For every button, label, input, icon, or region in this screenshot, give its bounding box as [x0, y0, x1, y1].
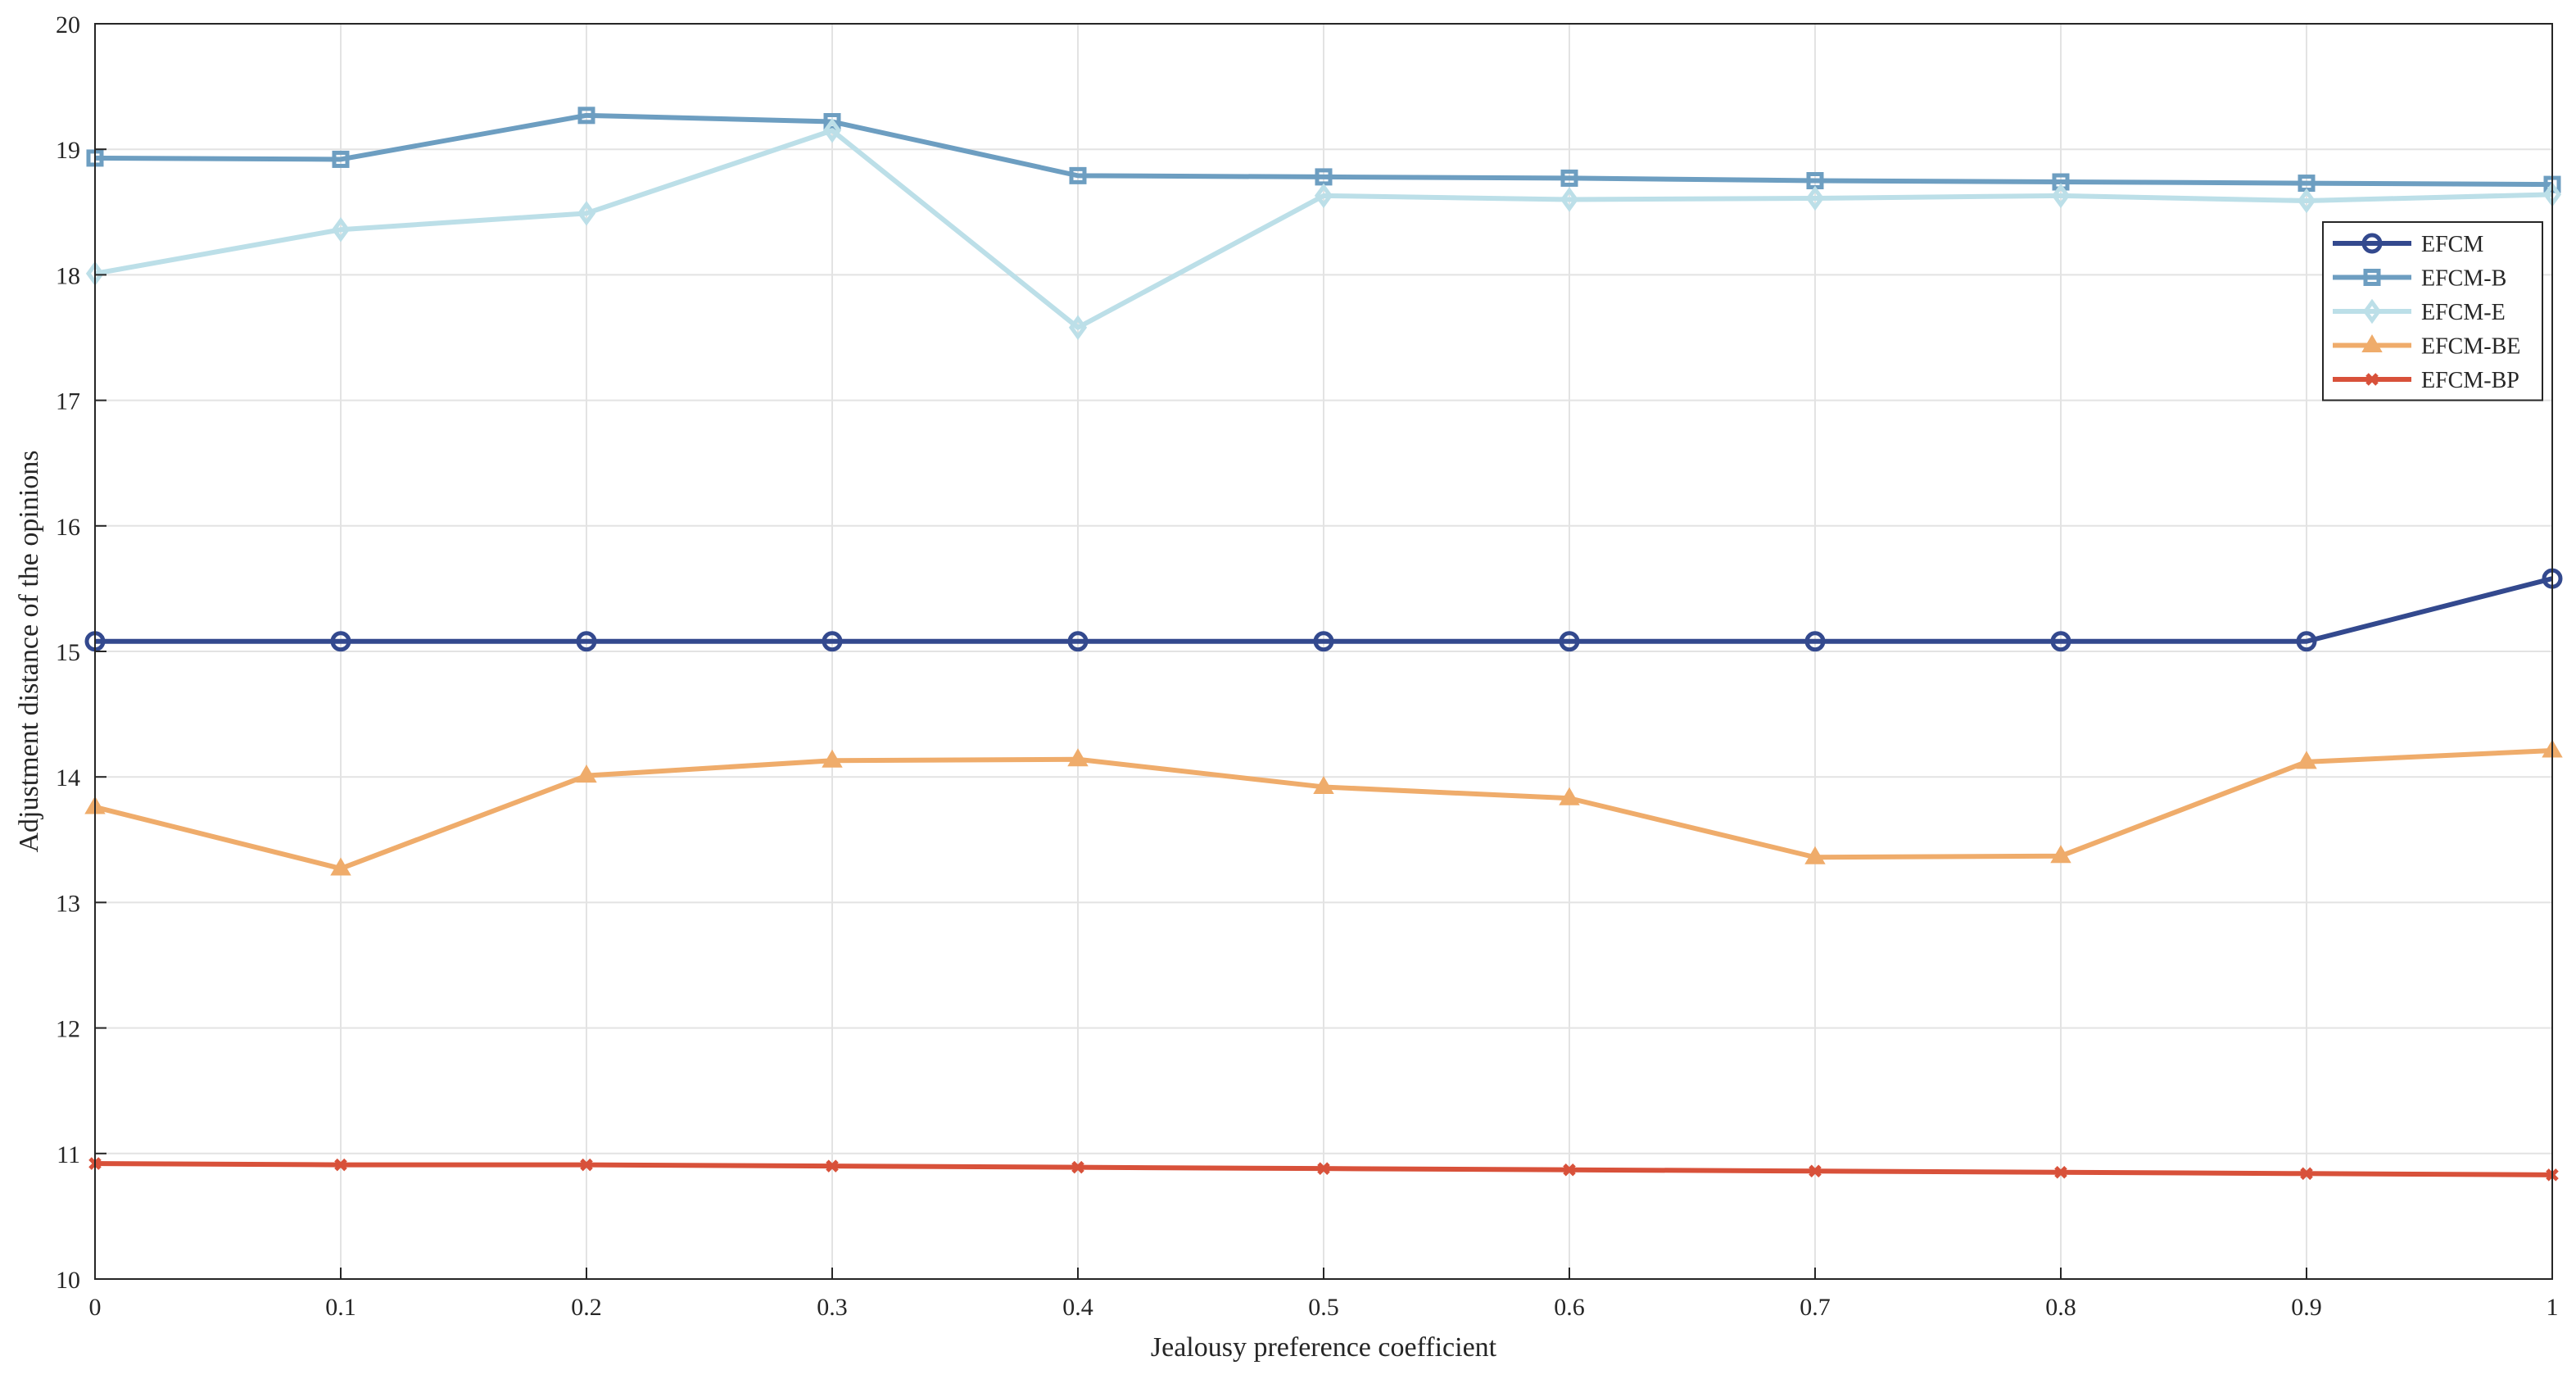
legend-label: EFCM-BE	[2421, 334, 2520, 360]
x-tick-label: 0.8	[2045, 1294, 2076, 1321]
legend-item: EFCM-B	[2333, 266, 2506, 292]
legend-marker	[2365, 373, 2379, 386]
x-tick-label: 0	[89, 1294, 102, 1321]
data-point	[1317, 1162, 1330, 1175]
data-point	[1314, 183, 1333, 209]
data-point	[580, 1158, 593, 1172]
data-point	[334, 1158, 347, 1172]
y-tick-label: 12	[56, 1016, 80, 1043]
x-tick-label: 0.4	[1062, 1294, 1093, 1321]
legend-item: EFCM-BE	[2333, 334, 2520, 360]
data-point	[577, 201, 596, 226]
x-tick-label: 0.5	[1308, 1294, 1339, 1321]
data-point	[1313, 631, 1334, 652]
data-point	[1069, 166, 1087, 184]
y-tick-label: 14	[56, 764, 80, 792]
data-point	[330, 857, 351, 876]
x-tick-label: 0.6	[1554, 1294, 1585, 1321]
y-tick-label: 13	[56, 890, 80, 917]
legend: EFCM EFCM-B EFCM-E EFCM-BE EFCM-BP	[2322, 221, 2543, 401]
data-point	[2297, 188, 2316, 214]
legend-item: EFCM-E	[2333, 298, 2506, 325]
x-tick-label: 0.1	[325, 1294, 356, 1321]
y-tick-label: 15	[56, 639, 80, 666]
legend-marker	[2363, 269, 2381, 286]
legend-item: EFCM	[2333, 232, 2483, 257]
legend-label: EFCM-BP	[2421, 368, 2519, 393]
x-tick-label: 1	[2547, 1294, 2559, 1321]
y-tick-label: 20	[56, 11, 80, 39]
data-point	[1068, 315, 1088, 340]
data-point	[1804, 846, 1826, 864]
data-point	[2050, 845, 2071, 864]
x-tick-label: 0.9	[2291, 1294, 2322, 1321]
y-axis-label: Adjustment distance of the opinions	[14, 450, 44, 852]
data-point	[2296, 631, 2317, 652]
axis-ticks: 0 0.1 0.2 0.3 0.4 0.5 0.6 0.7 0.8 0.9 1 10 11 12 13 14 1…	[56, 11, 2559, 1321]
series-line	[94, 112, 2553, 188]
data-point	[1071, 1160, 1084, 1174]
data-point	[331, 216, 351, 243]
data-point	[576, 631, 597, 652]
data-point	[1559, 787, 1580, 805]
data-point	[332, 150, 350, 168]
legend-marker	[2361, 334, 2383, 352]
data-point	[826, 1159, 839, 1173]
series-efcm	[84, 568, 2563, 652]
data-point	[1559, 631, 1580, 652]
data-point	[1809, 1164, 1822, 1178]
data-point	[2054, 1166, 2067, 1179]
data-point	[2050, 631, 2071, 652]
data-point	[822, 631, 843, 652]
data-point	[1804, 631, 1826, 652]
data-point	[576, 764, 597, 783]
x-tick-label: 0.3	[817, 1294, 848, 1321]
series-efcm-be	[84, 739, 2563, 876]
legend-item: EFCM-BP	[2333, 368, 2519, 393]
data-point	[822, 749, 843, 768]
data-point	[1805, 185, 1825, 211]
legend-label: EFCM	[2421, 232, 2483, 257]
data-point	[577, 107, 595, 125]
y-tick-label: 19	[56, 137, 80, 164]
data-point	[2296, 751, 2317, 769]
series-line	[95, 576, 2553, 644]
legend-label: EFCM-B	[2421, 266, 2506, 292]
data-point	[2051, 183, 2071, 209]
y-tick-label: 10	[56, 1267, 80, 1294]
series-efcm-bp	[88, 1157, 2559, 1182]
legend-label: EFCM-E	[2421, 300, 2506, 325]
data-point	[1560, 187, 1579, 212]
x-tick-label: 0.2	[571, 1294, 602, 1321]
data-point	[1067, 748, 1089, 767]
data-point	[1563, 1163, 1576, 1177]
data-point	[330, 631, 351, 652]
y-tick-label: 18	[56, 262, 80, 289]
x-axis-label: Jealousy preference coefficient	[1151, 1332, 1497, 1363]
series-line	[94, 128, 2553, 330]
series-group	[84, 107, 2563, 1182]
legend-marker	[2361, 233, 2383, 254]
data-point	[822, 117, 842, 143]
data-point	[1560, 169, 1578, 187]
legend-marker	[2362, 298, 2382, 324]
data-point	[2300, 1167, 2313, 1181]
x-tick-label: 0.7	[1800, 1294, 1831, 1321]
data-point	[1313, 775, 1334, 794]
y-tick-label: 11	[57, 1141, 80, 1168]
data-point	[1067, 631, 1089, 652]
y-tick-label: 17	[56, 388, 80, 415]
y-tick-label: 16	[56, 514, 80, 541]
